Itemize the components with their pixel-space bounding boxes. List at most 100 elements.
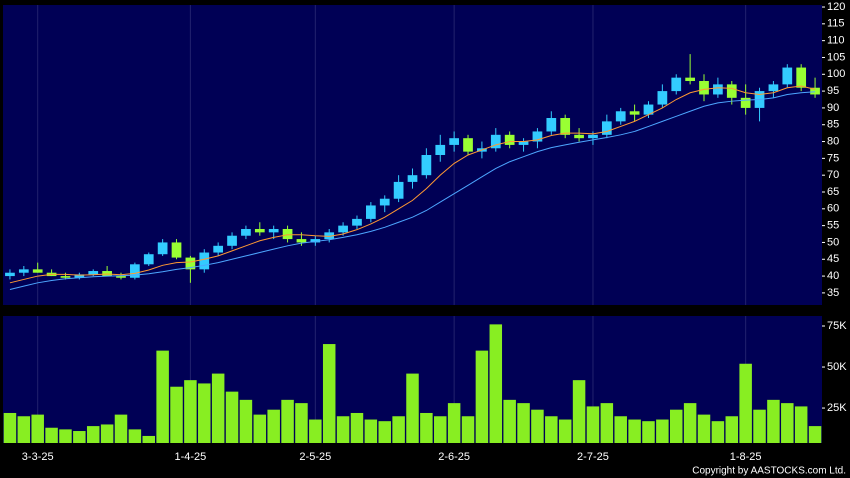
moving-average-line	[9, 85, 816, 284]
candle-body	[615, 111, 626, 122]
volume-bar	[267, 409, 280, 443]
candle-body	[185, 257, 196, 270]
volume-bar	[781, 403, 794, 443]
volume-bar	[725, 416, 739, 443]
candle-body	[171, 242, 182, 258]
candle-body	[157, 242, 168, 255]
volume-bar	[73, 431, 86, 443]
volume-bar	[309, 419, 322, 443]
volume-bar	[170, 386, 183, 443]
volume-bar	[434, 416, 447, 443]
candle-body	[60, 276, 71, 278]
candle-body	[241, 228, 251, 236]
volume-bar	[59, 429, 72, 443]
candle-body	[713, 84, 723, 95]
x-tick-label: 2-7-25	[577, 451, 609, 463]
candle-body	[574, 134, 584, 139]
candle-body	[338, 225, 348, 233]
y-tick-label: 90	[827, 102, 839, 114]
price-panel	[3, 5, 822, 305]
candle-body	[726, 84, 737, 98]
volume-bar	[211, 373, 225, 443]
volume-bar	[100, 424, 114, 443]
candle-body	[740, 97, 751, 108]
y-tick-label: 75	[827, 152, 839, 164]
candle-body	[671, 77, 682, 92]
candle-body	[143, 254, 154, 265]
candle-body	[629, 111, 640, 115]
volume-bar	[586, 406, 600, 443]
volume-bar	[184, 380, 197, 443]
candle-body	[643, 104, 654, 115]
candle-body	[657, 91, 668, 105]
volume-bar	[198, 383, 211, 443]
volume-bar	[503, 399, 516, 443]
volume-bar	[669, 409, 683, 443]
candle-body	[254, 228, 265, 233]
y-tick-label: 60	[827, 203, 839, 215]
y-tick-label: 95	[827, 85, 839, 97]
y-tick-label: 70	[827, 169, 839, 181]
x-tick-label: 3-3-25	[22, 451, 54, 463]
candle-body	[810, 87, 820, 95]
y-tick-label: 100	[827, 68, 845, 80]
volume-bar	[45, 427, 58, 443]
x-tick-label: 2-5-25	[299, 451, 331, 463]
volume-bar	[31, 414, 44, 443]
candle-body	[282, 228, 293, 240]
candle-body	[365, 205, 376, 219]
x-tick-label: 2-6-25	[438, 451, 470, 463]
candle-body	[310, 239, 321, 243]
candle-body	[518, 141, 529, 145]
volume-bar	[128, 429, 142, 443]
volume-bar	[336, 416, 350, 443]
volume-bar	[572, 380, 586, 443]
candle-body	[504, 134, 515, 145]
candle-body	[18, 269, 29, 273]
y-tick-label: 110	[827, 35, 845, 47]
volume-bar	[225, 391, 239, 443]
volume-bar	[753, 409, 766, 443]
volume-bar	[3, 412, 17, 443]
volume-bar	[808, 426, 822, 443]
candle-body	[699, 81, 709, 95]
volume-bar	[600, 403, 614, 443]
candle-body	[5, 272, 15, 277]
copyright: Copyright by AASTOCKS.com Ltd.	[692, 466, 846, 477]
candle-body	[88, 271, 99, 275]
y-tick-label: 40	[827, 270, 839, 282]
candle-body	[407, 175, 418, 182]
y-tick-label: 45	[827, 253, 839, 265]
volume-bar	[656, 419, 669, 443]
candle-body	[227, 235, 237, 246]
candle-body	[324, 232, 335, 240]
y-tick-label: 25K	[827, 402, 847, 414]
volume-bar	[628, 419, 641, 443]
volume-bar	[17, 416, 31, 443]
volume-bar	[364, 419, 378, 443]
candle-body	[352, 218, 362, 226]
y-tick-label: 105	[827, 51, 845, 63]
candle-body	[546, 118, 557, 132]
x-tick-label: 1-8-25	[730, 451, 762, 463]
candle-body	[268, 228, 279, 233]
volume-bar	[614, 416, 627, 443]
candle-body	[490, 134, 501, 149]
candle-body	[685, 77, 695, 82]
candle-body	[74, 274, 85, 278]
candle-body	[32, 269, 43, 273]
y-tick-label: 115	[827, 18, 845, 30]
volume-bar	[156, 350, 169, 443]
volume-bar	[475, 350, 489, 443]
volume-bar	[350, 412, 364, 443]
candle-body	[102, 271, 112, 277]
volume-bar	[281, 399, 294, 443]
candle-body	[213, 245, 224, 253]
volume-bar	[767, 399, 780, 443]
candle-body	[768, 84, 779, 92]
candle-body	[421, 155, 432, 176]
candle-body	[560, 118, 571, 135]
y-tick-label: 85	[827, 119, 839, 131]
candle-body	[782, 67, 793, 85]
